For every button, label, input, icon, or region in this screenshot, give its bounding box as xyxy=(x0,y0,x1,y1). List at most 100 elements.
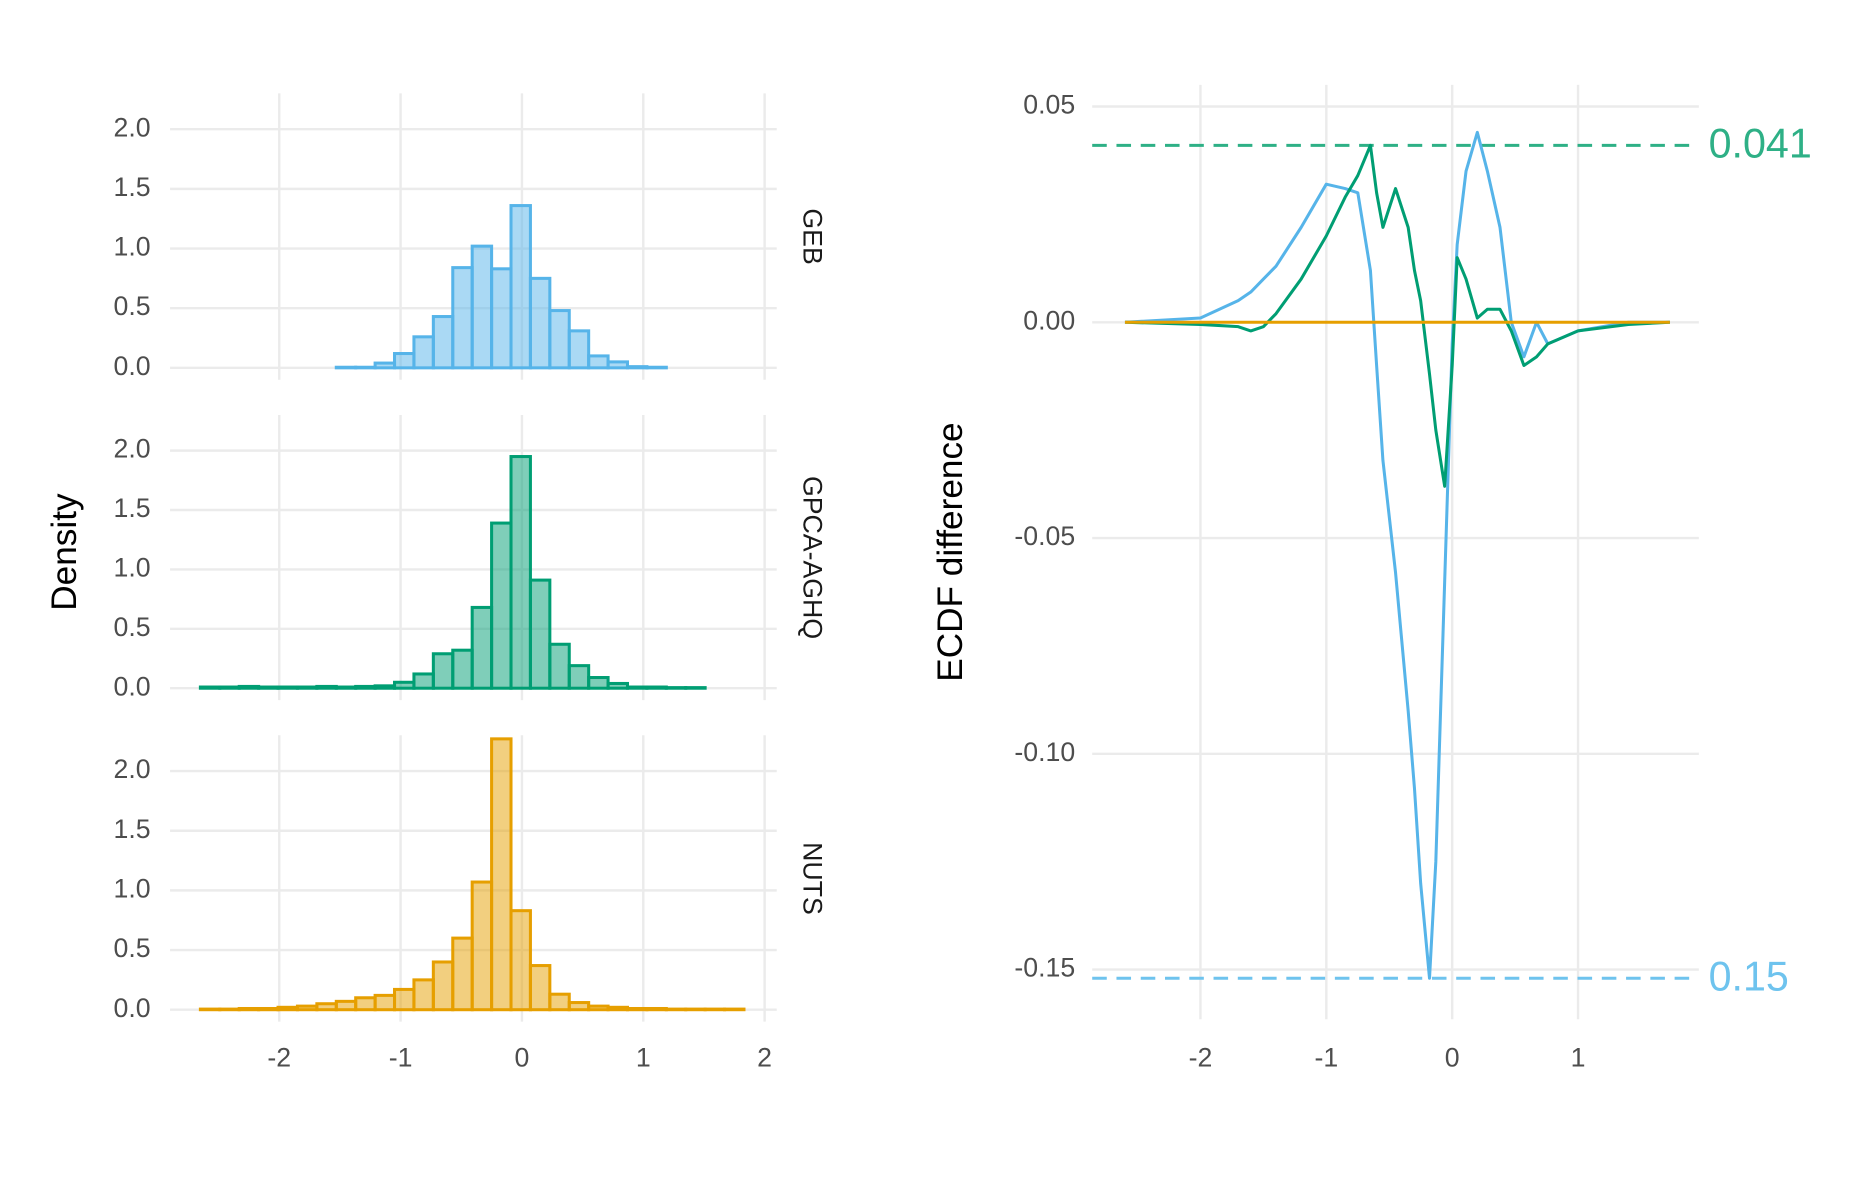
y-tick-label: 0.0 xyxy=(114,671,151,701)
y-tick-label: 0.5 xyxy=(114,291,151,321)
bar xyxy=(237,684,261,690)
bar xyxy=(198,685,222,690)
bar xyxy=(567,664,591,690)
bar xyxy=(606,360,630,370)
y-tick-label: -0.05 xyxy=(1014,521,1075,551)
bar xyxy=(684,686,707,690)
bar xyxy=(334,999,358,1012)
bar xyxy=(431,315,455,370)
y-tick-label: 1.0 xyxy=(114,873,151,903)
bar xyxy=(548,309,571,370)
x-tick-label: 1 xyxy=(636,1042,651,1072)
bar xyxy=(393,987,416,1012)
y-tick-label: 2.0 xyxy=(114,754,151,784)
bar xyxy=(509,204,532,370)
x-tick-label: -2 xyxy=(267,1042,291,1072)
y-tick-label: 1.5 xyxy=(114,493,151,523)
bar xyxy=(528,276,552,370)
bar xyxy=(295,685,319,690)
bar xyxy=(412,672,435,690)
y-tick-label: 0.05 xyxy=(1023,90,1075,120)
facet-label: NUTS xyxy=(798,842,828,915)
bar xyxy=(295,1004,319,1012)
x-tick-label: -1 xyxy=(389,1042,413,1072)
bar xyxy=(470,244,494,370)
bar xyxy=(373,684,397,690)
x-tick-label: 2 xyxy=(757,1042,772,1072)
bar xyxy=(723,1007,746,1012)
bar xyxy=(548,642,571,690)
bar xyxy=(587,1004,610,1012)
bar xyxy=(490,521,513,690)
bar xyxy=(548,992,571,1012)
bar xyxy=(606,1005,630,1012)
x-tick-label: 0 xyxy=(515,1042,530,1072)
x-tick-label: 1 xyxy=(1571,1042,1586,1072)
y-tick-label: -0.10 xyxy=(1014,737,1075,767)
bar xyxy=(373,993,397,1012)
y-axis-title: Density xyxy=(45,493,84,611)
bar xyxy=(470,880,494,1012)
bar xyxy=(645,1006,668,1012)
bar xyxy=(315,684,338,690)
bar xyxy=(567,1001,591,1012)
bar xyxy=(276,685,299,690)
x-tick-label: -2 xyxy=(1189,1042,1213,1072)
bar xyxy=(373,361,397,370)
bar xyxy=(431,960,455,1012)
y-tick-label: -0.15 xyxy=(1014,953,1075,983)
facet-label: GEB xyxy=(798,208,828,264)
facet-label: GPCA-AGHQ xyxy=(798,476,828,639)
bar xyxy=(664,1007,688,1012)
bar xyxy=(625,685,649,690)
bar xyxy=(625,1006,649,1012)
bar xyxy=(490,737,513,1012)
y-tick-label: 1.5 xyxy=(114,172,151,202)
bar xyxy=(451,936,474,1012)
y-tick-label: 1.0 xyxy=(114,232,151,262)
bar xyxy=(276,1005,299,1012)
bar xyxy=(606,681,630,690)
bar xyxy=(451,266,474,370)
bar xyxy=(198,1007,222,1012)
bar xyxy=(490,267,513,370)
bar xyxy=(412,978,435,1012)
reference-label: 0.041 xyxy=(1709,120,1812,166)
bar xyxy=(528,964,552,1012)
y-tick-label: 0.0 xyxy=(114,993,151,1023)
y-tick-label: 1.5 xyxy=(114,814,151,844)
y-tick-label: 2.0 xyxy=(114,112,151,142)
bar xyxy=(431,652,455,690)
bar xyxy=(257,685,280,690)
bar xyxy=(528,578,552,690)
y-tick-label: 2.0 xyxy=(114,434,151,464)
bar xyxy=(354,365,377,370)
bar xyxy=(334,365,358,370)
bar xyxy=(664,686,688,690)
bar xyxy=(412,335,435,370)
bar xyxy=(587,354,610,370)
y-axis-title: ECDF difference xyxy=(931,422,970,681)
bar xyxy=(567,329,591,370)
bar xyxy=(354,996,377,1012)
x-tick-label: -1 xyxy=(1314,1042,1338,1072)
y-tick-label: 0.00 xyxy=(1023,305,1075,335)
bar xyxy=(587,676,610,690)
bar xyxy=(509,909,532,1012)
bar xyxy=(237,1006,261,1012)
bar xyxy=(509,455,532,690)
bar xyxy=(645,365,668,370)
reference-label: 0.15 xyxy=(1709,953,1789,999)
bar xyxy=(218,1007,241,1012)
bar xyxy=(218,685,241,690)
bar xyxy=(393,352,416,370)
bar xyxy=(354,684,377,690)
line xyxy=(1124,143,1670,488)
bar xyxy=(470,605,494,690)
bar xyxy=(334,685,358,690)
y-tick-label: 0.5 xyxy=(114,933,151,963)
y-tick-label: 0.5 xyxy=(114,612,151,642)
y-tick-label: 0.0 xyxy=(114,351,151,381)
bar xyxy=(315,1002,338,1012)
